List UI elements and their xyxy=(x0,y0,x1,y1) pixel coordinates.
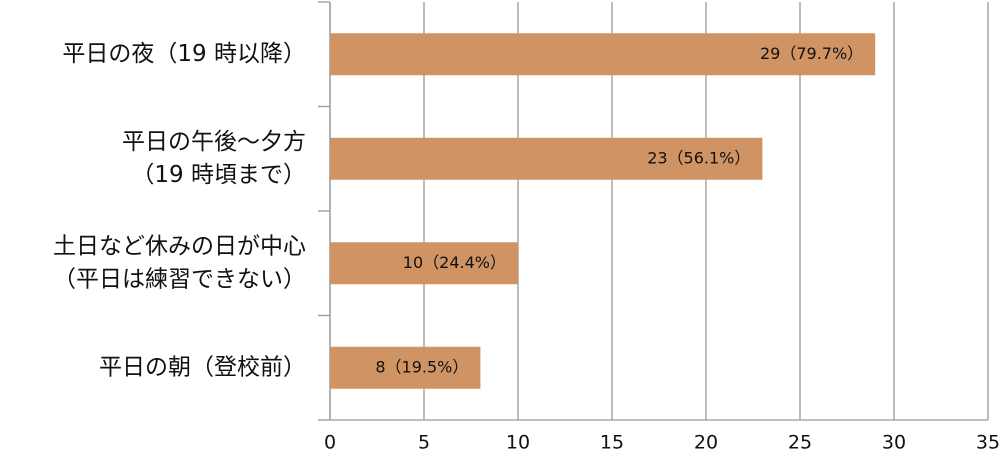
bar xyxy=(330,346,481,389)
x-tick-label: 20 xyxy=(694,432,718,454)
value-label: 29（79.7%） xyxy=(760,44,863,63)
y-tick-label: （平日は練習できない） xyxy=(53,266,306,292)
value-label: 8（19.5%） xyxy=(375,357,468,376)
x-tick-label: 25 xyxy=(788,432,812,454)
y-tick-label: （19 時頃まで） xyxy=(131,162,306,188)
y-tick-label: 土日など休みの日が中心 xyxy=(53,233,306,259)
x-tick-label: 10 xyxy=(506,432,530,454)
y-tick-label: 平日の夜（19 時以降） xyxy=(62,41,306,67)
x-tick-label: 0 xyxy=(324,432,336,454)
value-label: 23（56.1%） xyxy=(647,148,750,167)
x-tick-label: 35 xyxy=(976,432,1000,454)
bar xyxy=(330,242,518,285)
bar xyxy=(330,33,876,76)
bar xyxy=(330,137,763,180)
x-tick-label: 15 xyxy=(600,432,624,454)
x-tick-label: 5 xyxy=(418,432,430,454)
x-tick-label: 30 xyxy=(882,432,906,454)
y-tick-label: 平日の朝（登校前） xyxy=(99,354,306,380)
value-label: 10（24.4%） xyxy=(403,253,506,272)
y-tick-label: 平日の午後～夕方 xyxy=(122,129,306,155)
